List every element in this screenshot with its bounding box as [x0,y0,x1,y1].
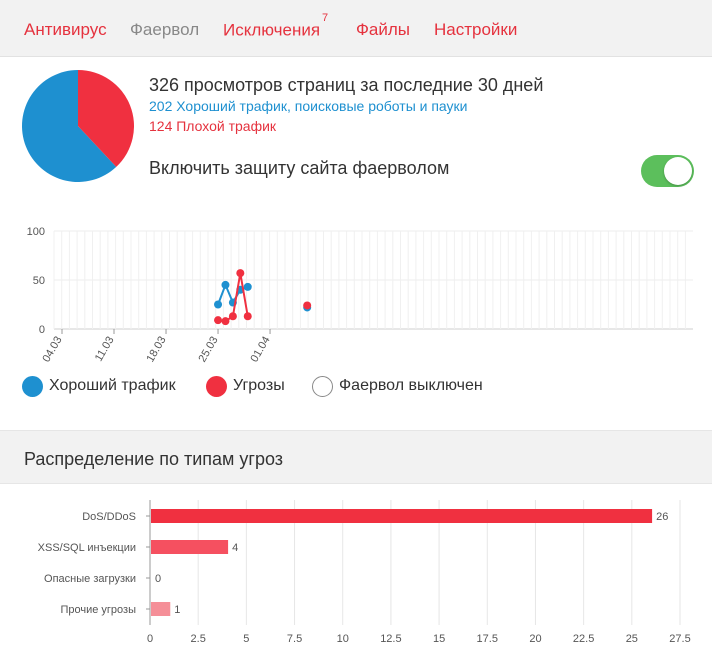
legend-dot-firewall-off [312,376,333,397]
x-tick-label: 12.5 [380,633,401,645]
pie-slice-good [22,70,117,182]
x-tick-label: 7.5 [287,633,302,645]
threat-bar [151,602,171,616]
tab-settings[interactable]: Настройки [434,20,518,39]
bad-traffic-summary: 124 Плохой трафик [149,118,277,134]
x-tick-label: 25 [626,633,638,645]
threats-point [303,301,312,310]
tab-files[interactable]: Файлы [356,20,411,39]
x-tick-label: 18.03 [144,335,168,365]
bar-value-label: 0 [155,573,161,585]
x-tick-label: 22.5 [573,633,594,645]
threats-section-header: Распределение по типам угроз [0,430,712,484]
toggle-knob [664,157,692,185]
firewall-toggle[interactable] [641,155,694,187]
x-tick-label: 11.03 [93,335,117,364]
threat-bar [151,540,229,554]
category-label: XSS/SQL инъекции [38,542,136,554]
legend-label-good: Хороший трафик [49,377,176,394]
legend-dot-threats [206,376,227,397]
x-tick-label: 17.5 [477,633,498,645]
category-label: Прочие угрозы [60,604,136,616]
pie-slice-bad [78,70,134,167]
good-traffic-point [243,282,252,291]
threats-point [236,269,245,278]
threats-point [228,312,237,321]
traffic-pie-chart [22,70,134,182]
y-tick-label: 50 [33,275,45,287]
x-tick-label: 10 [337,633,349,645]
legend-label-firewall-off: Фаервол выключен [339,377,483,394]
pageviews-summary: 326 просмотров страниц за последние 30 д… [149,75,544,95]
threats-point [243,312,252,321]
traffic-line-chart: 0 50 100 04.03 11.03 18.03 25.03 01.04 [27,226,693,365]
x-tick-label: 2.5 [191,633,206,645]
category-label: DoS/DDoS [82,511,136,523]
tab-exclusions-label: Исключения [223,20,321,40]
x-tick-label: 0 [147,633,153,645]
threats-section-title: Распределение по типам угроз [24,449,284,469]
firewall-toggle-label: Включить защиту сайта фаерволом [149,158,450,178]
x-tick-label: 27.5 [669,633,690,645]
category-label: Опасные загрузки [44,573,136,585]
x-tick-label: 04.03 [40,335,64,365]
y-tick-label: 100 [27,226,45,238]
bar-value-label: 4 [232,542,238,554]
x-tick-label: 01.04 [248,335,272,365]
threats-point [214,316,223,325]
y-tick-label: 0 [39,324,45,336]
legend-dot-good [22,376,43,397]
tab-firewall[interactable]: Фаервол [130,20,200,39]
tab-antivirus[interactable]: Антивирус [24,20,107,39]
legend-label-threats: Угрозы [233,377,285,394]
threats-point [221,317,230,326]
threat-types-bar-chart: 0 2.5 5 7.5 10 12.5 15 17.5 20 22.5 25 27.5DoS/DDoS… [38,500,691,645]
good-traffic-summary: 202 Хороший трафик, поисковые роботы и п… [149,98,468,114]
tab-exclusions-badge: 7 [322,12,329,24]
x-tick-label: 5 [243,633,249,645]
threat-bar [151,509,653,523]
tab-exclusions[interactable]: Исключения7 [223,12,328,41]
bar-value-label: 1 [174,604,180,616]
good-traffic-point [221,280,230,289]
bar-value-label: 26 [656,511,668,523]
good-traffic-point [214,300,223,309]
x-tick-label: 15 [433,633,445,645]
tab-bar: Антивирус Фаервол Исключения7 Файлы Наст… [0,0,712,57]
x-tick-label: 20 [529,633,541,645]
x-tick-label: 25.03 [196,335,220,365]
